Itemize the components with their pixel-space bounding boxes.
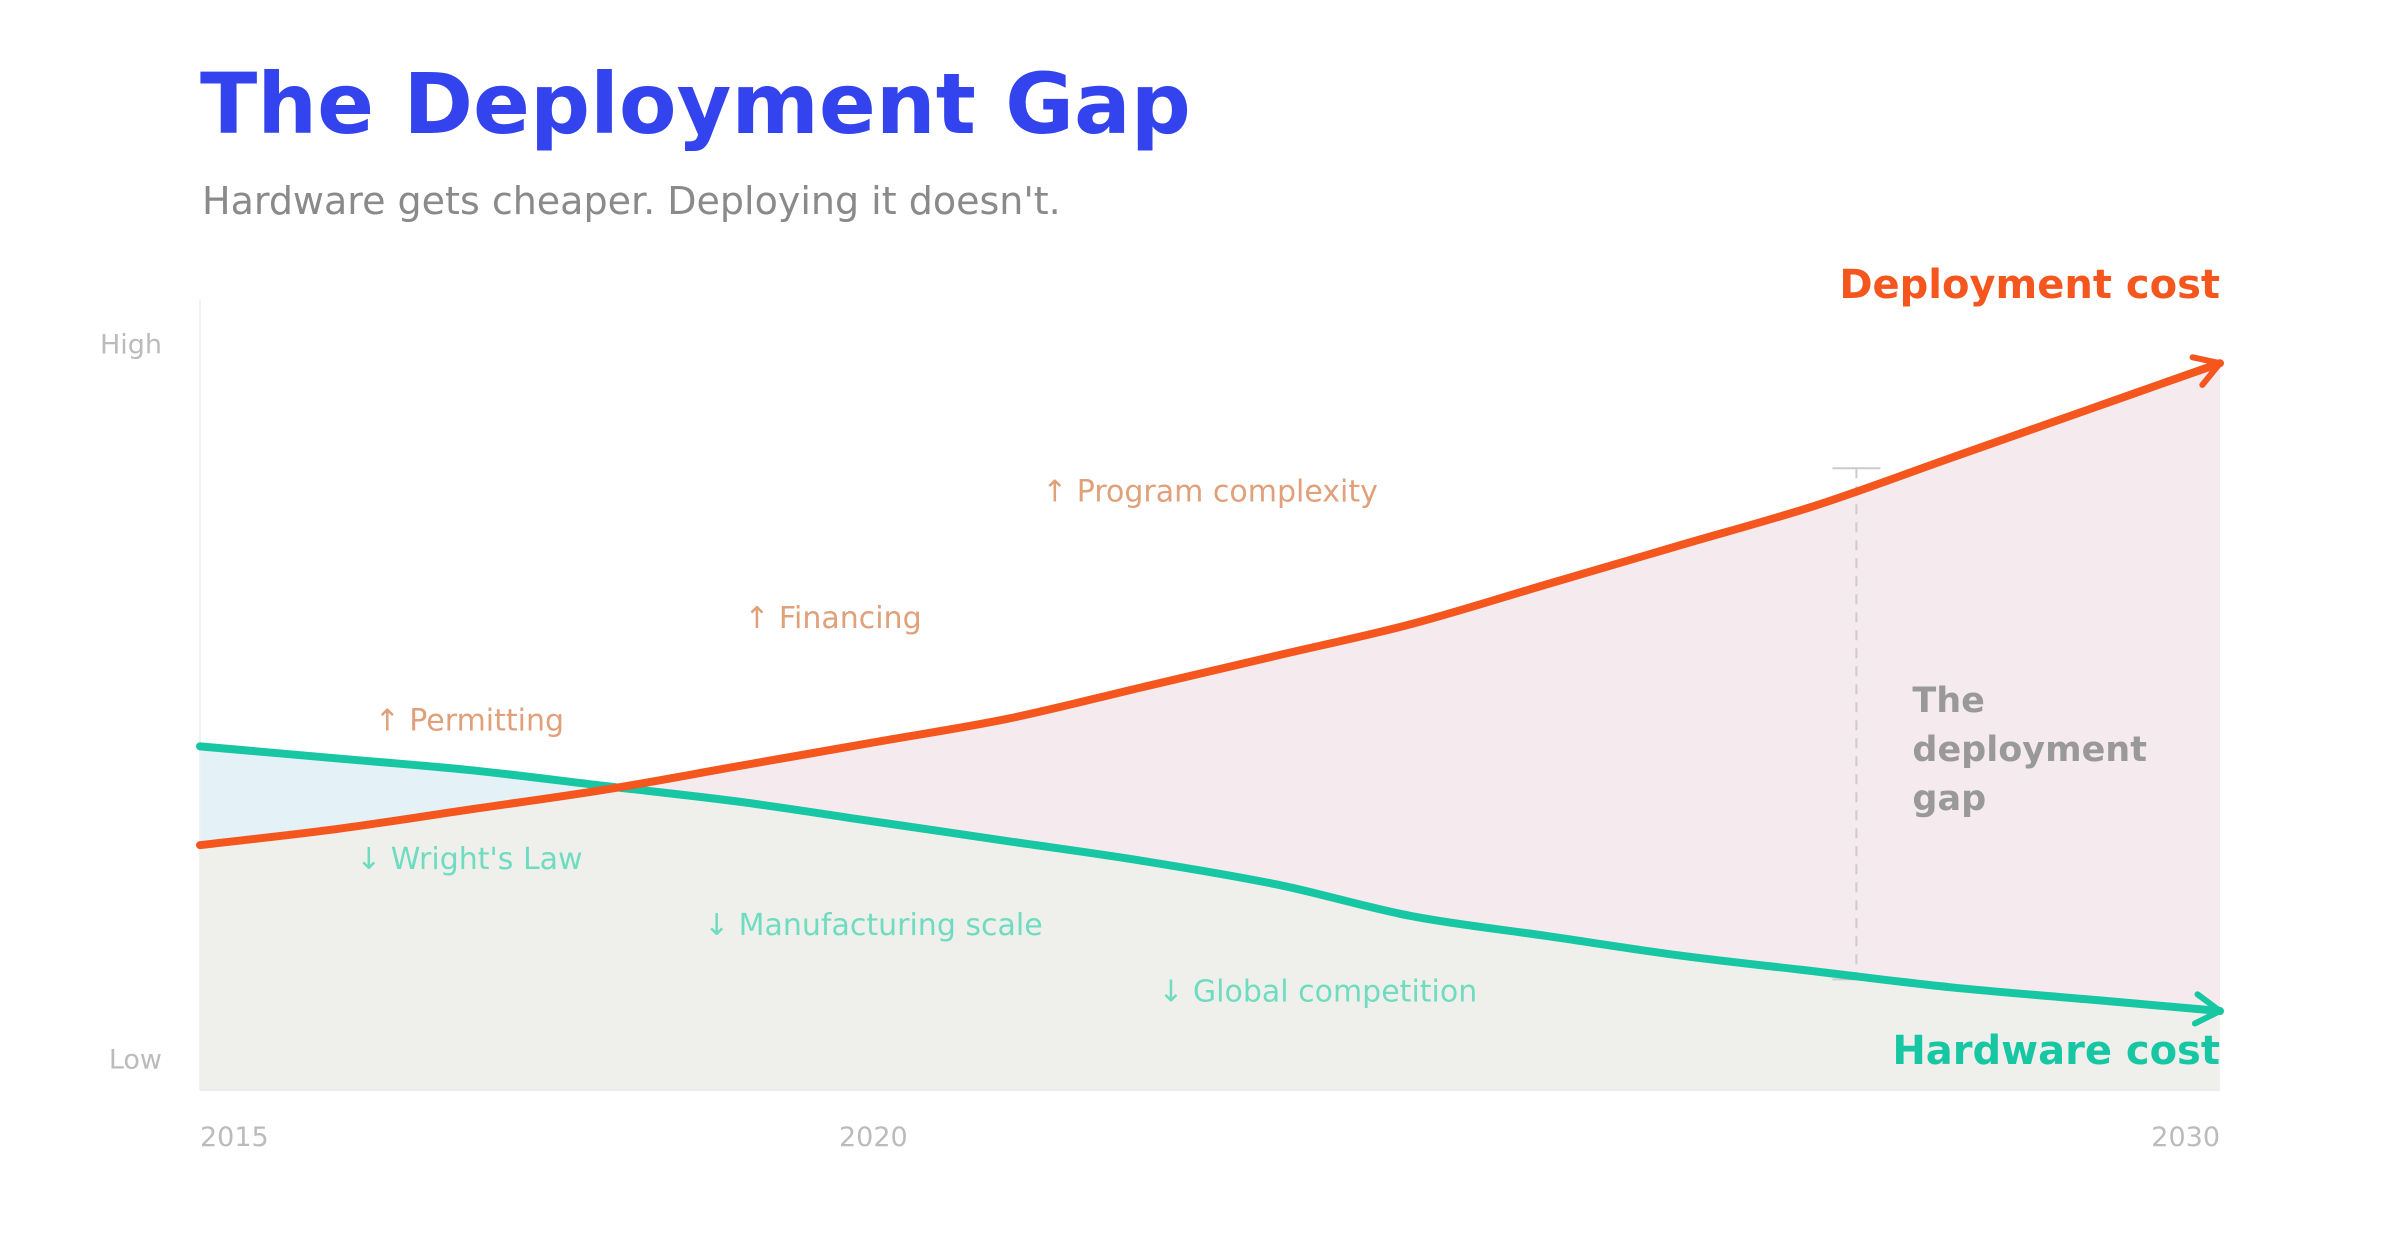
gap-label-line: The xyxy=(1912,681,1985,721)
chart-labels: Deployment cost Hardware cost ↑ Permitting… xyxy=(356,262,2220,1074)
x-tick-label: 2030 xyxy=(2151,1122,2220,1153)
gap-label-line: gap xyxy=(1912,779,1986,819)
axes: 2015 2020 2030 High Low xyxy=(100,300,2220,1153)
x-tick-label: 2020 xyxy=(839,1122,908,1153)
deployment-cost-line xyxy=(196,359,2224,850)
hardware-cost-line xyxy=(196,742,2224,1015)
y-tick-label: High xyxy=(100,329,162,360)
y-tick-label: Low xyxy=(109,1044,162,1075)
area-fills xyxy=(200,363,2220,1090)
base-fill xyxy=(200,746,2220,1090)
series-lines xyxy=(196,354,2224,1027)
x-tick-label: 2015 xyxy=(200,1122,269,1153)
hardware-driver-annotation: ↓ Manufacturing scale xyxy=(704,908,1043,943)
deployment-arrowhead xyxy=(2189,354,2223,388)
deployment-driver-annotation: ↑ Financing xyxy=(744,601,921,636)
series-label-deployment: Deployment cost xyxy=(1839,262,2220,308)
page-title: The Deployment Gap xyxy=(200,55,1191,153)
hardware-driver-annotation: ↓ Wright's Law xyxy=(356,842,583,877)
hardware-arrowhead xyxy=(2191,991,2223,1027)
gap-label: The deployment gap xyxy=(1912,681,2147,819)
gap-label-line: deployment xyxy=(1912,730,2147,770)
deployment-driver-annotation: ↑ Permitting xyxy=(375,704,564,739)
page-subtitle: Hardware gets cheaper. Deploying it does… xyxy=(202,179,1061,223)
hardware-driver-annotation: ↓ Global competition xyxy=(1158,975,1477,1010)
series-label-hardware: Hardware cost xyxy=(1892,1028,2220,1074)
deployment-driver-annotation: ↑ Program complexity xyxy=(1042,474,1378,509)
